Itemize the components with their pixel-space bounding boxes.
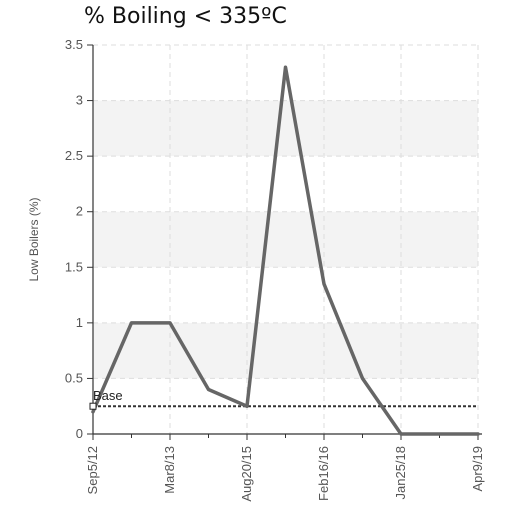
x-tick-label: Mar8/13 — [162, 446, 177, 494]
baseline-marker — [89, 402, 97, 410]
y-tick-label: 2 — [76, 204, 83, 219]
gridlines — [92, 44, 479, 434]
data-point — [168, 321, 172, 325]
data-point — [207, 388, 210, 392]
y-tick-label: 0 — [76, 426, 83, 441]
x-tick-label: Jan25/18 — [393, 446, 408, 500]
background-bands — [93, 100, 478, 379]
data-point — [399, 432, 403, 436]
data-point — [438, 432, 441, 436]
band — [93, 211, 478, 268]
x-tick-label: Feb16/16 — [316, 446, 331, 501]
y-tick-label: 3.5 — [65, 37, 83, 52]
x-tick-label: Apr9/19 — [470, 446, 485, 492]
y-axis-label: Low Boilers (%) — [27, 197, 41, 281]
x-tick-label: Sep5/12 — [85, 446, 100, 494]
baseline-label: Base — [93, 388, 123, 403]
y-tick-label: 2.5 — [65, 148, 83, 163]
annotations: Base — [89, 388, 123, 410]
y-tick-label: 1.5 — [65, 259, 83, 274]
data-point — [130, 321, 133, 325]
data-point — [476, 432, 480, 436]
band — [93, 322, 478, 379]
tick-labels: 0 0.5 1 1.5 2 2.5 3 3.5 Sep5/12 Mar8/13 Aug20/15 Fe… — [65, 37, 485, 502]
band — [93, 100, 478, 157]
chart-title: % Boiling < 335ºC — [84, 4, 287, 29]
y-tick-label: 1 — [76, 315, 83, 330]
data-point — [284, 65, 287, 69]
data-point — [245, 404, 249, 408]
x-tick-label: Aug20/15 — [239, 446, 254, 502]
y-tick-label: 3 — [76, 93, 83, 108]
data-point — [91, 410, 95, 414]
y-tick-label: 0.5 — [65, 370, 83, 385]
series-layer — [91, 65, 480, 436]
data-point — [322, 282, 326, 286]
data-point — [361, 376, 364, 380]
